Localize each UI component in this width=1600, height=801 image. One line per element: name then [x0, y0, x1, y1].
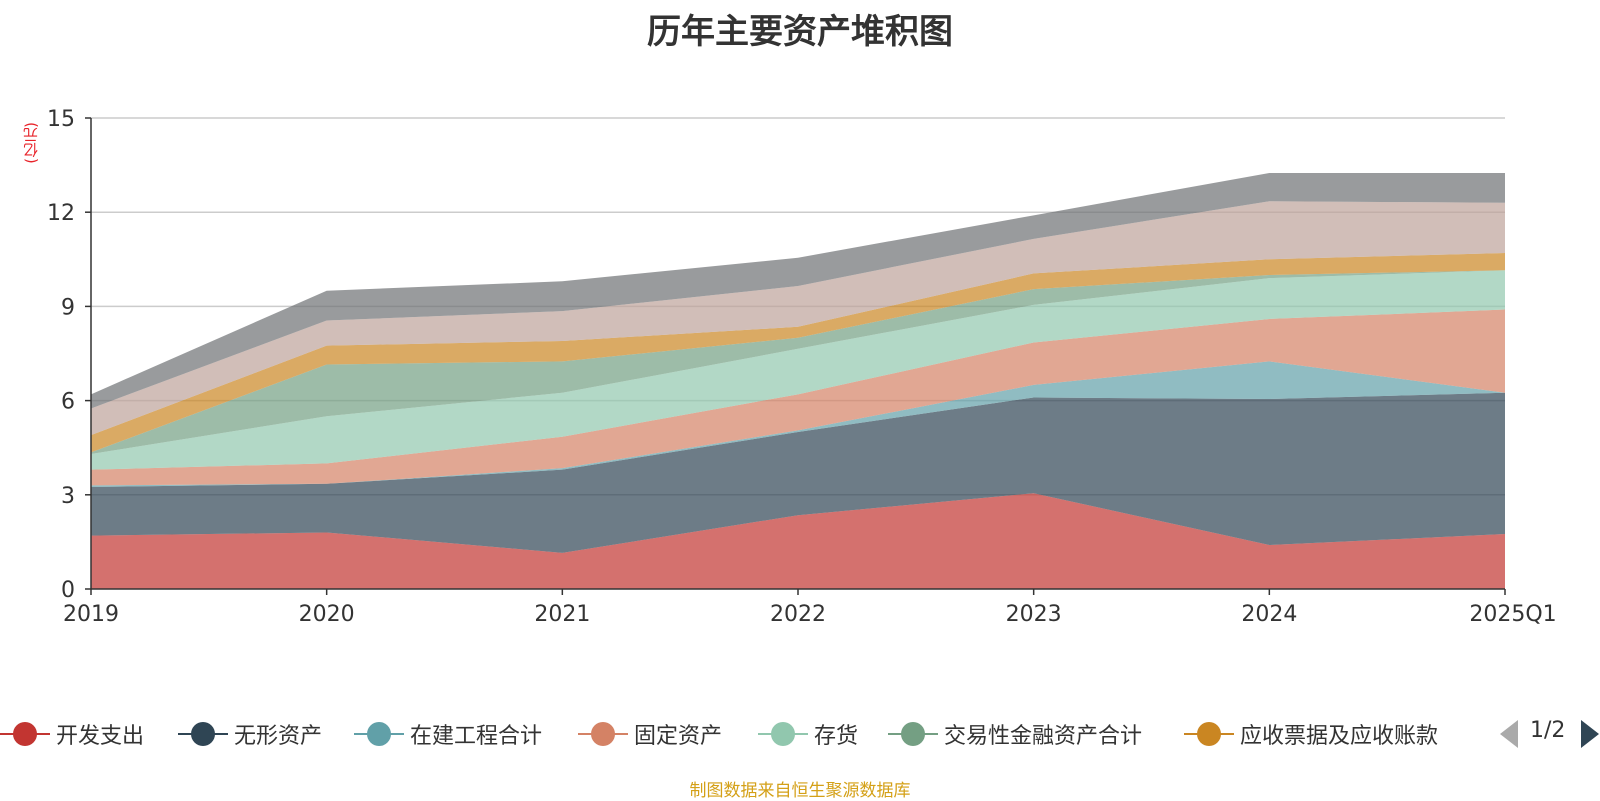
legend-label: 固定资产 — [634, 724, 723, 749]
y-tick-label: 12 — [47, 201, 75, 226]
series-area-1 — [91, 392, 1505, 553]
legend-pager: 1/2 — [1496, 716, 1600, 752]
legend-item[interactable]: 交易性金融资产合计 — [888, 716, 1142, 752]
legend-item[interactable]: 开发支出 — [0, 716, 144, 752]
legend-prev-page-icon[interactable] — [1500, 720, 1518, 748]
series-area-8 — [91, 172, 1505, 409]
legend-item[interactable]: 存货 — [758, 716, 858, 752]
x-tick-label: 2024 — [1241, 602, 1297, 627]
legend-label: 开发支出 — [56, 724, 145, 749]
y-axis-unit-label: (亿元) — [22, 122, 40, 164]
legend-swatch-icon — [178, 716, 228, 752]
x-tick-label: 2020 — [299, 602, 355, 627]
legend-item[interactable]: 固定资产 — [578, 716, 722, 752]
chart-title: 历年主要资产堆积图 — [647, 12, 953, 52]
x-tick-label: 2021 — [534, 602, 590, 627]
series-area-6 — [91, 253, 1505, 453]
legend-item[interactable]: 应收票据及应收账款 — [1184, 716, 1438, 752]
legend-swatch-icon — [758, 716, 808, 752]
legend-swatch-icon — [354, 716, 404, 752]
legend-item[interactable]: 在建工程合计 — [354, 716, 542, 752]
legend-label: 存货 — [814, 724, 859, 749]
x-tick-label: 2019 — [63, 602, 119, 627]
legend-swatch-icon — [1184, 716, 1234, 752]
legend-label: 交易性金融资产合计 — [944, 724, 1143, 749]
data-source-note: 制图数据来自恒生聚源数据库 — [689, 781, 911, 801]
legend-swatch-icon — [0, 716, 50, 752]
legend-swatch-icon — [888, 716, 938, 752]
series-area-0 — [91, 493, 1505, 589]
y-tick-label: 15 — [47, 107, 75, 132]
legend-label: 在建工程合计 — [410, 724, 543, 749]
series-area-4 — [91, 270, 1505, 470]
legend-label: 应收票据及应收账款 — [1240, 724, 1439, 749]
series-area-3 — [91, 309, 1505, 486]
y-tick-label: 0 — [61, 578, 75, 603]
series-area-7 — [91, 201, 1505, 436]
legend-next-page-icon[interactable] — [1581, 720, 1599, 748]
legend: 开发支出 无形资产 在建工程合计 固定资产 存货 交易性金融资产合计 应收票据及应收账款 — [0, 716, 1600, 752]
y-tick-label: 6 — [61, 390, 75, 415]
x-tick-label: 2023 — [1006, 602, 1062, 627]
y-tick-label: 9 — [61, 295, 75, 320]
series-area-2 — [91, 361, 1505, 487]
x-tick-label: 2022 — [770, 602, 826, 627]
x-tick-label: 2025Q1 — [1469, 602, 1556, 627]
legend-label: 无形资产 — [234, 724, 323, 749]
y-tick-label: 3 — [61, 484, 75, 509]
legend-item[interactable]: 无形资产 — [178, 716, 322, 752]
legend-page-indicator: 1/2 — [1530, 718, 1566, 743]
legend-swatch-icon — [578, 716, 628, 752]
